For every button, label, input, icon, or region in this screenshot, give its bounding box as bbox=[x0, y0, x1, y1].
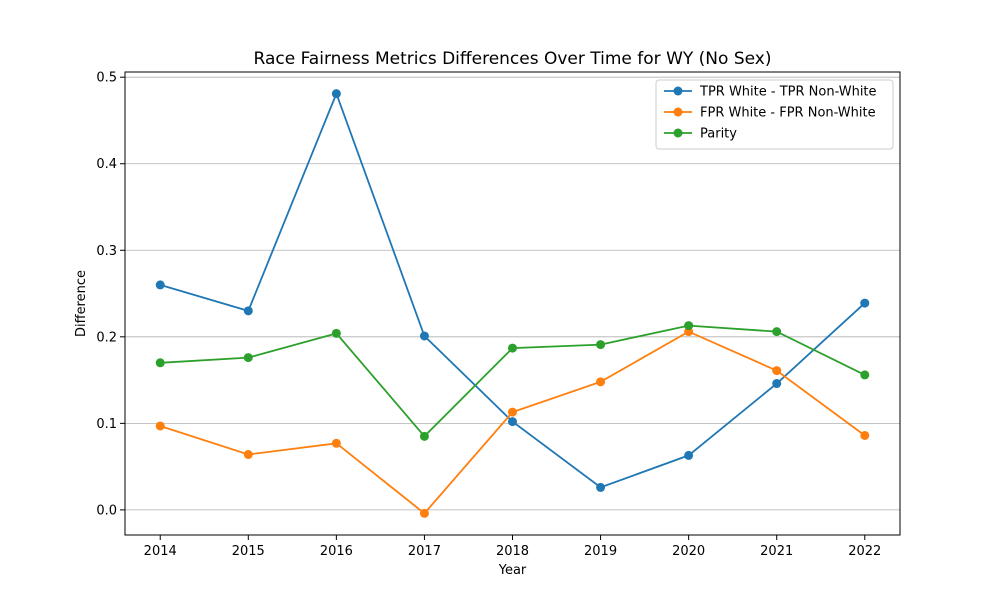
x-axis-title: Year bbox=[498, 563, 527, 578]
legend-label: FPR White - FPR Non-White bbox=[700, 106, 876, 121]
legend-label: Parity bbox=[700, 127, 737, 142]
data-point bbox=[508, 407, 517, 417]
data-point bbox=[331, 438, 341, 448]
data-point bbox=[772, 366, 782, 376]
legend-swatch-marker bbox=[673, 107, 683, 117]
x-tick-label: 2019 bbox=[584, 544, 617, 559]
y-tick-label: 0.0 bbox=[96, 503, 117, 518]
x-tick-label: 2022 bbox=[848, 544, 881, 559]
y-axis-title: Difference bbox=[74, 270, 89, 337]
data-point bbox=[155, 421, 165, 431]
data-point bbox=[155, 280, 165, 290]
chart-title: Race Fairness Metrics Differences Over T… bbox=[254, 49, 772, 69]
data-point bbox=[331, 89, 341, 99]
data-point bbox=[684, 321, 694, 331]
data-point bbox=[508, 343, 517, 353]
x-tick-label: 2020 bbox=[672, 544, 705, 559]
x-tick-label: 2021 bbox=[760, 544, 793, 559]
y-tick-label: 0.5 bbox=[96, 71, 117, 86]
legend-box bbox=[655, 79, 894, 150]
data-point bbox=[860, 370, 870, 380]
y-tick-label: 0.1 bbox=[96, 417, 117, 432]
data-point bbox=[243, 306, 253, 316]
data-point bbox=[772, 379, 782, 389]
data-point bbox=[419, 431, 429, 441]
data-point bbox=[419, 508, 429, 518]
y-tick-label: 0.4 bbox=[96, 157, 117, 172]
legend-swatch-marker bbox=[673, 128, 683, 138]
x-tick-label: 2014 bbox=[144, 544, 177, 559]
data-point bbox=[155, 358, 165, 368]
legend-label: TPR White - TPR Non-White bbox=[699, 85, 877, 100]
data-point bbox=[243, 353, 253, 363]
data-point bbox=[596, 340, 606, 350]
data-point bbox=[684, 450, 694, 460]
data-point bbox=[596, 482, 606, 492]
x-tick-label: 2016 bbox=[320, 544, 353, 559]
data-point bbox=[772, 327, 782, 337]
series-layer bbox=[155, 89, 870, 518]
y-tick-label: 0.2 bbox=[96, 330, 117, 345]
y-tick-label: 0.3 bbox=[96, 244, 117, 259]
data-point bbox=[596, 377, 606, 387]
data-point bbox=[860, 430, 870, 440]
data-point bbox=[508, 417, 517, 427]
legend: TPR White - TPR Non-White FPR White - FPR… bbox=[655, 79, 894, 150]
data-point bbox=[331, 328, 341, 338]
x-tick-label: 2017 bbox=[408, 544, 441, 559]
data-point bbox=[860, 298, 870, 308]
data-point bbox=[419, 331, 429, 341]
data-point bbox=[243, 450, 253, 460]
legend-swatch-marker bbox=[673, 86, 683, 96]
x-tick-label: 2018 bbox=[496, 544, 529, 559]
x-tick-label: 2015 bbox=[232, 544, 265, 559]
axis-ticks: 0.0 0.1 0.2 0.3 0.4 0.5 2014 2015 2016 2017 2018 20… bbox=[96, 71, 881, 559]
